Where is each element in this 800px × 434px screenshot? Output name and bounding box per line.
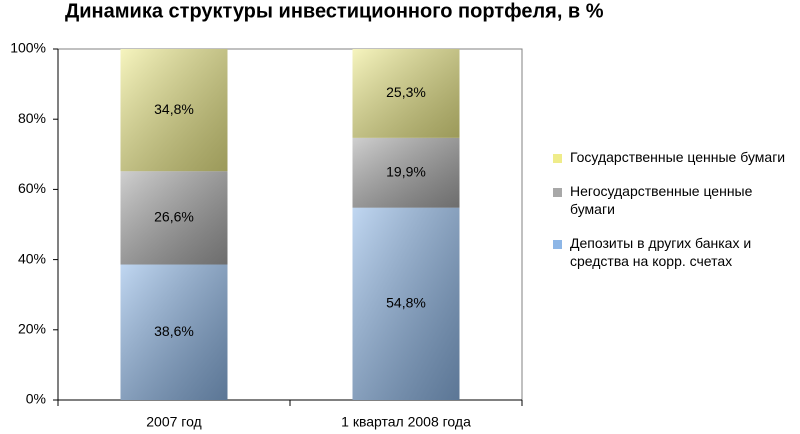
legend-item: Негосударственные ценные бумаги — [550, 182, 800, 218]
x-tick-label: 2007 год — [146, 414, 201, 430]
data-label: 25,3% — [386, 84, 426, 100]
legend-label: Негосударственные ценные бумаги — [570, 183, 753, 217]
legend-swatch — [553, 240, 562, 249]
data-label: 38,6% — [154, 323, 194, 339]
data-label: 19,9% — [386, 163, 426, 179]
bar-shade — [352, 137, 460, 208]
y-tick-label: 40% — [18, 250, 46, 266]
bar-shade — [120, 264, 228, 400]
legend-label: Депозиты в других банках и средства на к… — [570, 235, 752, 269]
legend-swatch — [553, 188, 562, 197]
legend-label: Государственные ценные бумаги — [570, 149, 786, 165]
bar-shade — [352, 49, 460, 138]
legend-swatch — [553, 154, 562, 163]
x-tick-label: 1 квартал 2008 года — [341, 414, 471, 430]
y-tick-label: 60% — [18, 180, 46, 196]
y-tick-label: 0% — [26, 391, 46, 407]
y-tick-label: 20% — [18, 321, 46, 337]
data-label: 54,8% — [386, 295, 426, 311]
data-label: 26,6% — [154, 209, 194, 225]
legend-item: Депозиты в других банках и средства на к… — [550, 234, 800, 270]
bar-shade — [120, 171, 228, 265]
chart-title: Динамика структуры инвестиционного портф… — [65, 0, 604, 22]
bar-shade — [352, 207, 460, 400]
bar-shade — [120, 49, 228, 172]
legend: Государственные ценные бумаги Негосударст… — [550, 148, 800, 286]
y-tick-label: 80% — [18, 110, 46, 126]
data-label: 34,8% — [154, 101, 194, 117]
y-tick-label: 100% — [10, 40, 46, 56]
legend-item: Государственные ценные бумаги — [550, 148, 800, 166]
